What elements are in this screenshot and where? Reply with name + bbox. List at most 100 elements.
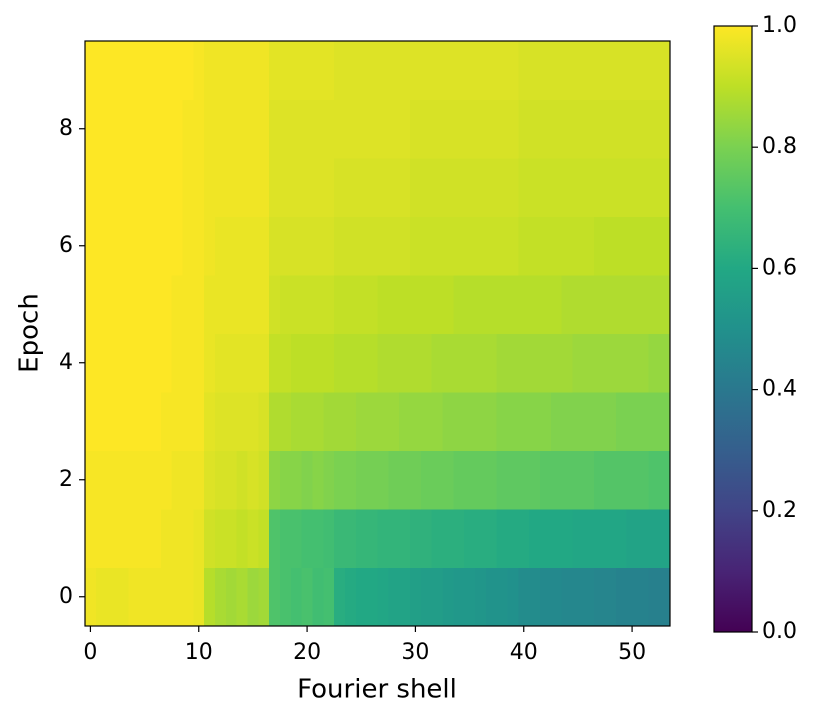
heatmap-cell [193,509,205,568]
heatmap-cell [106,392,118,451]
heatmap-cell [507,333,519,393]
heatmap-cell [215,275,227,334]
heatmap-cell [366,450,378,510]
heatmap-cell [85,99,97,159]
heatmap-cell [323,333,335,393]
heatmap-cell [139,509,151,568]
colorbar [713,25,753,633]
heatmap-cell [312,216,324,276]
heatmap-cell [312,509,324,568]
heatmap-cell [171,450,183,510]
heatmap-cell [518,392,530,451]
heatmap-cell [410,216,422,276]
heatmap-cell [139,275,151,334]
heatmap-cell [85,158,97,217]
heatmap-cell [236,567,248,627]
heatmap-cell [193,275,205,334]
heatmap-cell [215,450,227,510]
heatmap-cell [106,158,118,217]
heatmap-cell [128,392,140,451]
heatmap-cell [269,158,281,217]
heatmap-cell [475,99,487,159]
heatmap-cell [366,333,378,393]
heatmap-cell [475,392,487,451]
heatmap-cell [626,567,638,627]
heatmap-cell [334,450,346,510]
heatmap-cell [518,41,530,100]
heatmap-cell [215,509,227,568]
heatmap-cell [323,392,335,451]
heatmap-cell [464,509,476,568]
heatmap-cell [247,333,259,393]
heatmap-cell [106,567,118,627]
heatmap-cell [626,216,638,276]
heatmap-cell [150,275,162,334]
x-tick-label: 40 [510,640,538,665]
heatmap-cell [160,158,172,217]
heatmap-cell [269,567,281,627]
heatmap-cell [85,450,97,510]
heatmap-cell [496,392,508,451]
heatmap-cell [117,158,129,217]
heatmap-cell [388,450,400,510]
heatmap-cell [594,216,606,276]
heatmap-cell [160,216,172,276]
heatmap-cell [117,509,129,568]
heatmap-cell [475,450,487,510]
heatmap-cell [485,41,497,100]
heatmap-cell [128,333,140,393]
x-tick-label: 50 [618,640,646,665]
heatmap-cell [594,41,606,100]
heatmap-cell [117,450,129,510]
heatmap-cell [648,392,660,451]
heatmap-cell [518,450,530,510]
heatmap-cell [572,216,584,276]
heatmap-cell [594,158,606,217]
heatmap-cell [312,333,324,393]
heatmap-cell [290,450,302,510]
heatmap-cell [496,275,508,334]
heatmap-cell [290,99,302,159]
heatmap-cell [290,333,302,393]
heatmap-cell [388,216,400,276]
heatmap-cell [648,275,660,334]
x-tick-label: 30 [401,640,429,665]
heatmap-cell [312,567,324,627]
heatmap-cell [117,275,129,334]
heatmap-cell [475,41,487,100]
heatmap-cell [355,509,367,568]
heatmap-cell [323,567,335,627]
heatmap-cell [355,216,367,276]
heatmap-cell [323,216,335,276]
heatmap-cell [410,450,422,510]
heatmap-cell [160,450,172,510]
heatmap-cell [236,216,248,276]
heatmap-cell [171,333,183,393]
heatmap-cell [605,216,617,276]
heatmap-cell [301,509,313,568]
heatmap-cell [204,275,216,334]
colorbar-tick-label: 0.8 [762,134,797,159]
heatmap-cell [345,41,357,100]
heatmap-cell [637,509,649,568]
heatmap-cell [529,450,541,510]
heatmap-cell [540,41,552,100]
heatmap-cell [290,275,302,334]
heatmap-cell [150,392,162,451]
heatmap-cell [106,275,118,334]
heatmap-cell [366,99,378,159]
heatmap-cell [95,99,107,159]
heatmap-cell [464,99,476,159]
heatmap-cell [561,158,573,217]
heatmap-cell [106,333,118,393]
heatmap-cell [475,509,487,568]
heatmap-cell [442,333,454,393]
heatmap-cell [507,216,519,276]
heatmap-cell [258,509,270,568]
heatmap-cell [615,392,627,451]
heatmap-cell [550,392,562,451]
heatmap-cell [85,392,97,451]
heatmap-cell [583,216,595,276]
heatmap-cell [258,216,270,276]
heatmap-cell [464,158,476,217]
